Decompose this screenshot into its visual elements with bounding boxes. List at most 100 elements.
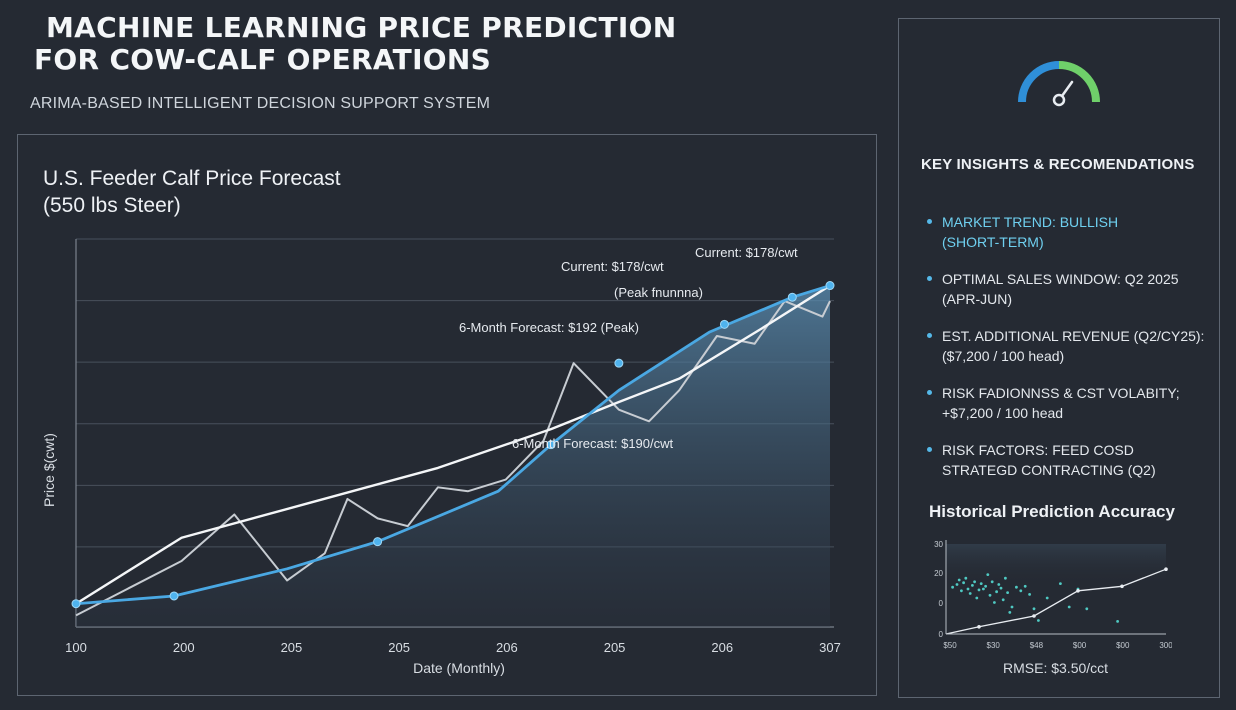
- page-title-line-1: MACHINE LEARNING PRICE PREDICTION: [46, 11, 677, 44]
- x-tick-label: 205: [281, 640, 303, 655]
- accuracy-point: [979, 582, 983, 585]
- chart-marker: [169, 591, 179, 601]
- bullet-icon: [927, 333, 932, 338]
- annotation-forecast-peak: 6-Month Forecast: $192 (Peak): [459, 320, 639, 335]
- chart-marker: [614, 358, 624, 368]
- accuracy-x-tick: $48: [1030, 641, 1044, 650]
- bullet-icon: [927, 447, 932, 452]
- accuracy-point: [1008, 611, 1012, 614]
- page-subtitle: ARIMA-BASED INTELLIGENT DECISION SUPPORT…: [30, 95, 491, 112]
- accuracy-x-tick: $00: [1116, 641, 1130, 650]
- x-tick-label: 200: [173, 640, 195, 655]
- insight-item-revenue: EST. ADDITIONAL REVENUE (Q2/CY25): ($7,20…: [924, 326, 1214, 366]
- accuracy-fit-marker: [1120, 584, 1124, 589]
- accuracy-point: [975, 596, 979, 600]
- accuracy-fit-marker: [1164, 567, 1168, 571]
- insight-line: RISK FADIONNSS & CST VOLABITY;: [942, 385, 1180, 401]
- accuracy-point: [997, 583, 1001, 586]
- annotation-peak-note: (Peak fnunnna): [614, 285, 703, 300]
- x-tick-label: 205: [604, 640, 626, 655]
- accuracy-point: [1004, 576, 1007, 580]
- accuracy-fit-line: [945, 568, 1167, 635]
- accuracy-y-tick-labels: 30 20 0 0: [934, 540, 943, 639]
- insight-line: RISK FACTORS: FEED COSD: [942, 442, 1134, 458]
- accuracy-x-tick: $30: [987, 641, 1001, 650]
- forecast-area-fill: [76, 285, 830, 627]
- accuracy-scatter-chart: 30 20 0 0 $50 $30 $48 $00 $00 300: [934, 540, 1172, 650]
- chart-series-lines: [75, 284, 831, 617]
- series-line-historical-actual: [75, 300, 831, 617]
- accuracy-point: [1067, 605, 1071, 609]
- chart-title-line-2: (550 lbs Steer): [43, 194, 181, 217]
- accuracy-point: [955, 583, 959, 586]
- insight-line: ($7,200 / 100 head): [942, 348, 1065, 364]
- accuracy-point: [1059, 582, 1062, 585]
- rmse-label: RMSE: $3.50/cct: [1003, 660, 1109, 676]
- chart-marker: [719, 319, 729, 329]
- insight-item-risk-factors: RISK FACTORS: FEED COSD STRATEGD CONTRACT…: [924, 440, 1214, 480]
- series-line-forecast: [75, 284, 831, 606]
- accuracy-point: [995, 590, 998, 594]
- accuracy-x-tick-labels: $50 $30 $48 $00 $00 300: [943, 641, 1172, 650]
- accuracy-x-tick: 300: [1159, 641, 1172, 650]
- chart-title-line-1: U.S. Feeder Calf Price Forecast: [43, 167, 341, 190]
- accuracy-point: [951, 585, 954, 589]
- x-tick-label: 205: [388, 640, 410, 655]
- x-tick-labels: 100 200 205 205 206 205 206 307: [65, 640, 841, 655]
- accuracy-point: [1010, 605, 1014, 609]
- accuracy-point: [1015, 585, 1018, 589]
- insight-line: MARKET TREND: BULLISH: [942, 214, 1119, 230]
- annotation-forecast-190: 6-Month Forecast: $190/cwt: [512, 436, 674, 451]
- x-axis-label: Date (Monthly): [413, 660, 505, 676]
- gauge-hub: [1052, 93, 1066, 107]
- accuracy-band: [946, 544, 1166, 586]
- accuracy-points: [951, 573, 1119, 623]
- chart-marker: [71, 599, 81, 609]
- accuracy-point: [993, 601, 996, 604]
- speedometer-icon: [1018, 61, 1100, 107]
- annotation-current-2: Current: $178/cwt: [695, 245, 798, 260]
- accuracy-fit-marker: [977, 625, 981, 629]
- insight-line: STRATEGD CONTRACTING (Q2): [942, 462, 1156, 478]
- insight-line: EST. ADDITIONAL REVENUE (Q2/CY25):: [942, 328, 1205, 344]
- accuracy-point: [957, 578, 961, 582]
- chart-annotations: Current: $178/cwt (Peak fnunnna) Current…: [459, 245, 798, 451]
- insight-line: OPTIMAL SALES WINDOW: Q2 2025: [942, 271, 1179, 287]
- accuracy-point: [1028, 593, 1031, 596]
- insight-line: (APR-JUN): [942, 291, 1012, 307]
- x-tick-label: 206: [496, 640, 518, 655]
- accuracy-point: [1023, 584, 1027, 588]
- chart-marker: [373, 537, 383, 547]
- insight-line: (SHORT-TERM): [942, 234, 1044, 250]
- accuracy-point: [1085, 607, 1089, 611]
- accuracy-x-tick: $50: [943, 641, 957, 650]
- accuracy-point: [984, 584, 987, 588]
- page-title: MACHINE LEARNING PRICE PREDICTION FOR CO…: [34, 12, 676, 76]
- page-title-line-2: FOR COW-CALF OPERATIONS: [34, 43, 492, 76]
- accuracy-point: [1037, 619, 1040, 622]
- accuracy-point: [982, 587, 985, 591]
- price-forecast-chart: U.S. Feeder Calf Price Forecast (550 lbs…: [41, 167, 841, 676]
- y-axis-label: Price $(cwt): [41, 433, 57, 507]
- insight-item-sales-window: OPTIMAL SALES WINDOW: Q2 2025 (APR-JUN): [924, 269, 1214, 309]
- accuracy-point: [1032, 607, 1036, 611]
- chart-marker: [787, 292, 797, 302]
- gauge-needle: [1060, 80, 1074, 98]
- accuracy-point: [990, 580, 994, 584]
- annotation-current-1: Current: $178/cwt: [561, 259, 664, 274]
- insights-list: MARKET TREND: BULLISH (SHORT-TERM) OPTIMA…: [924, 212, 1214, 480]
- accuracy-y-tick: 0: [939, 630, 944, 639]
- accuracy-y-tick: 0: [939, 599, 944, 608]
- accuracy-x-tick: $00: [1073, 641, 1087, 650]
- accuracy-point: [1116, 620, 1119, 623]
- bullet-icon: [927, 219, 932, 224]
- series-line-trend: [75, 284, 831, 605]
- insight-line: +$7,200 / 100 head: [942, 405, 1064, 421]
- accuracy-point: [988, 593, 992, 597]
- accuracy-point: [964, 576, 968, 580]
- accuracy-point: [986, 573, 990, 576]
- accuracy-point: [1045, 596, 1049, 600]
- accuracy-fit-marker: [1076, 589, 1080, 593]
- accuracy-point: [1019, 589, 1023, 593]
- accuracy-point: [977, 588, 981, 592]
